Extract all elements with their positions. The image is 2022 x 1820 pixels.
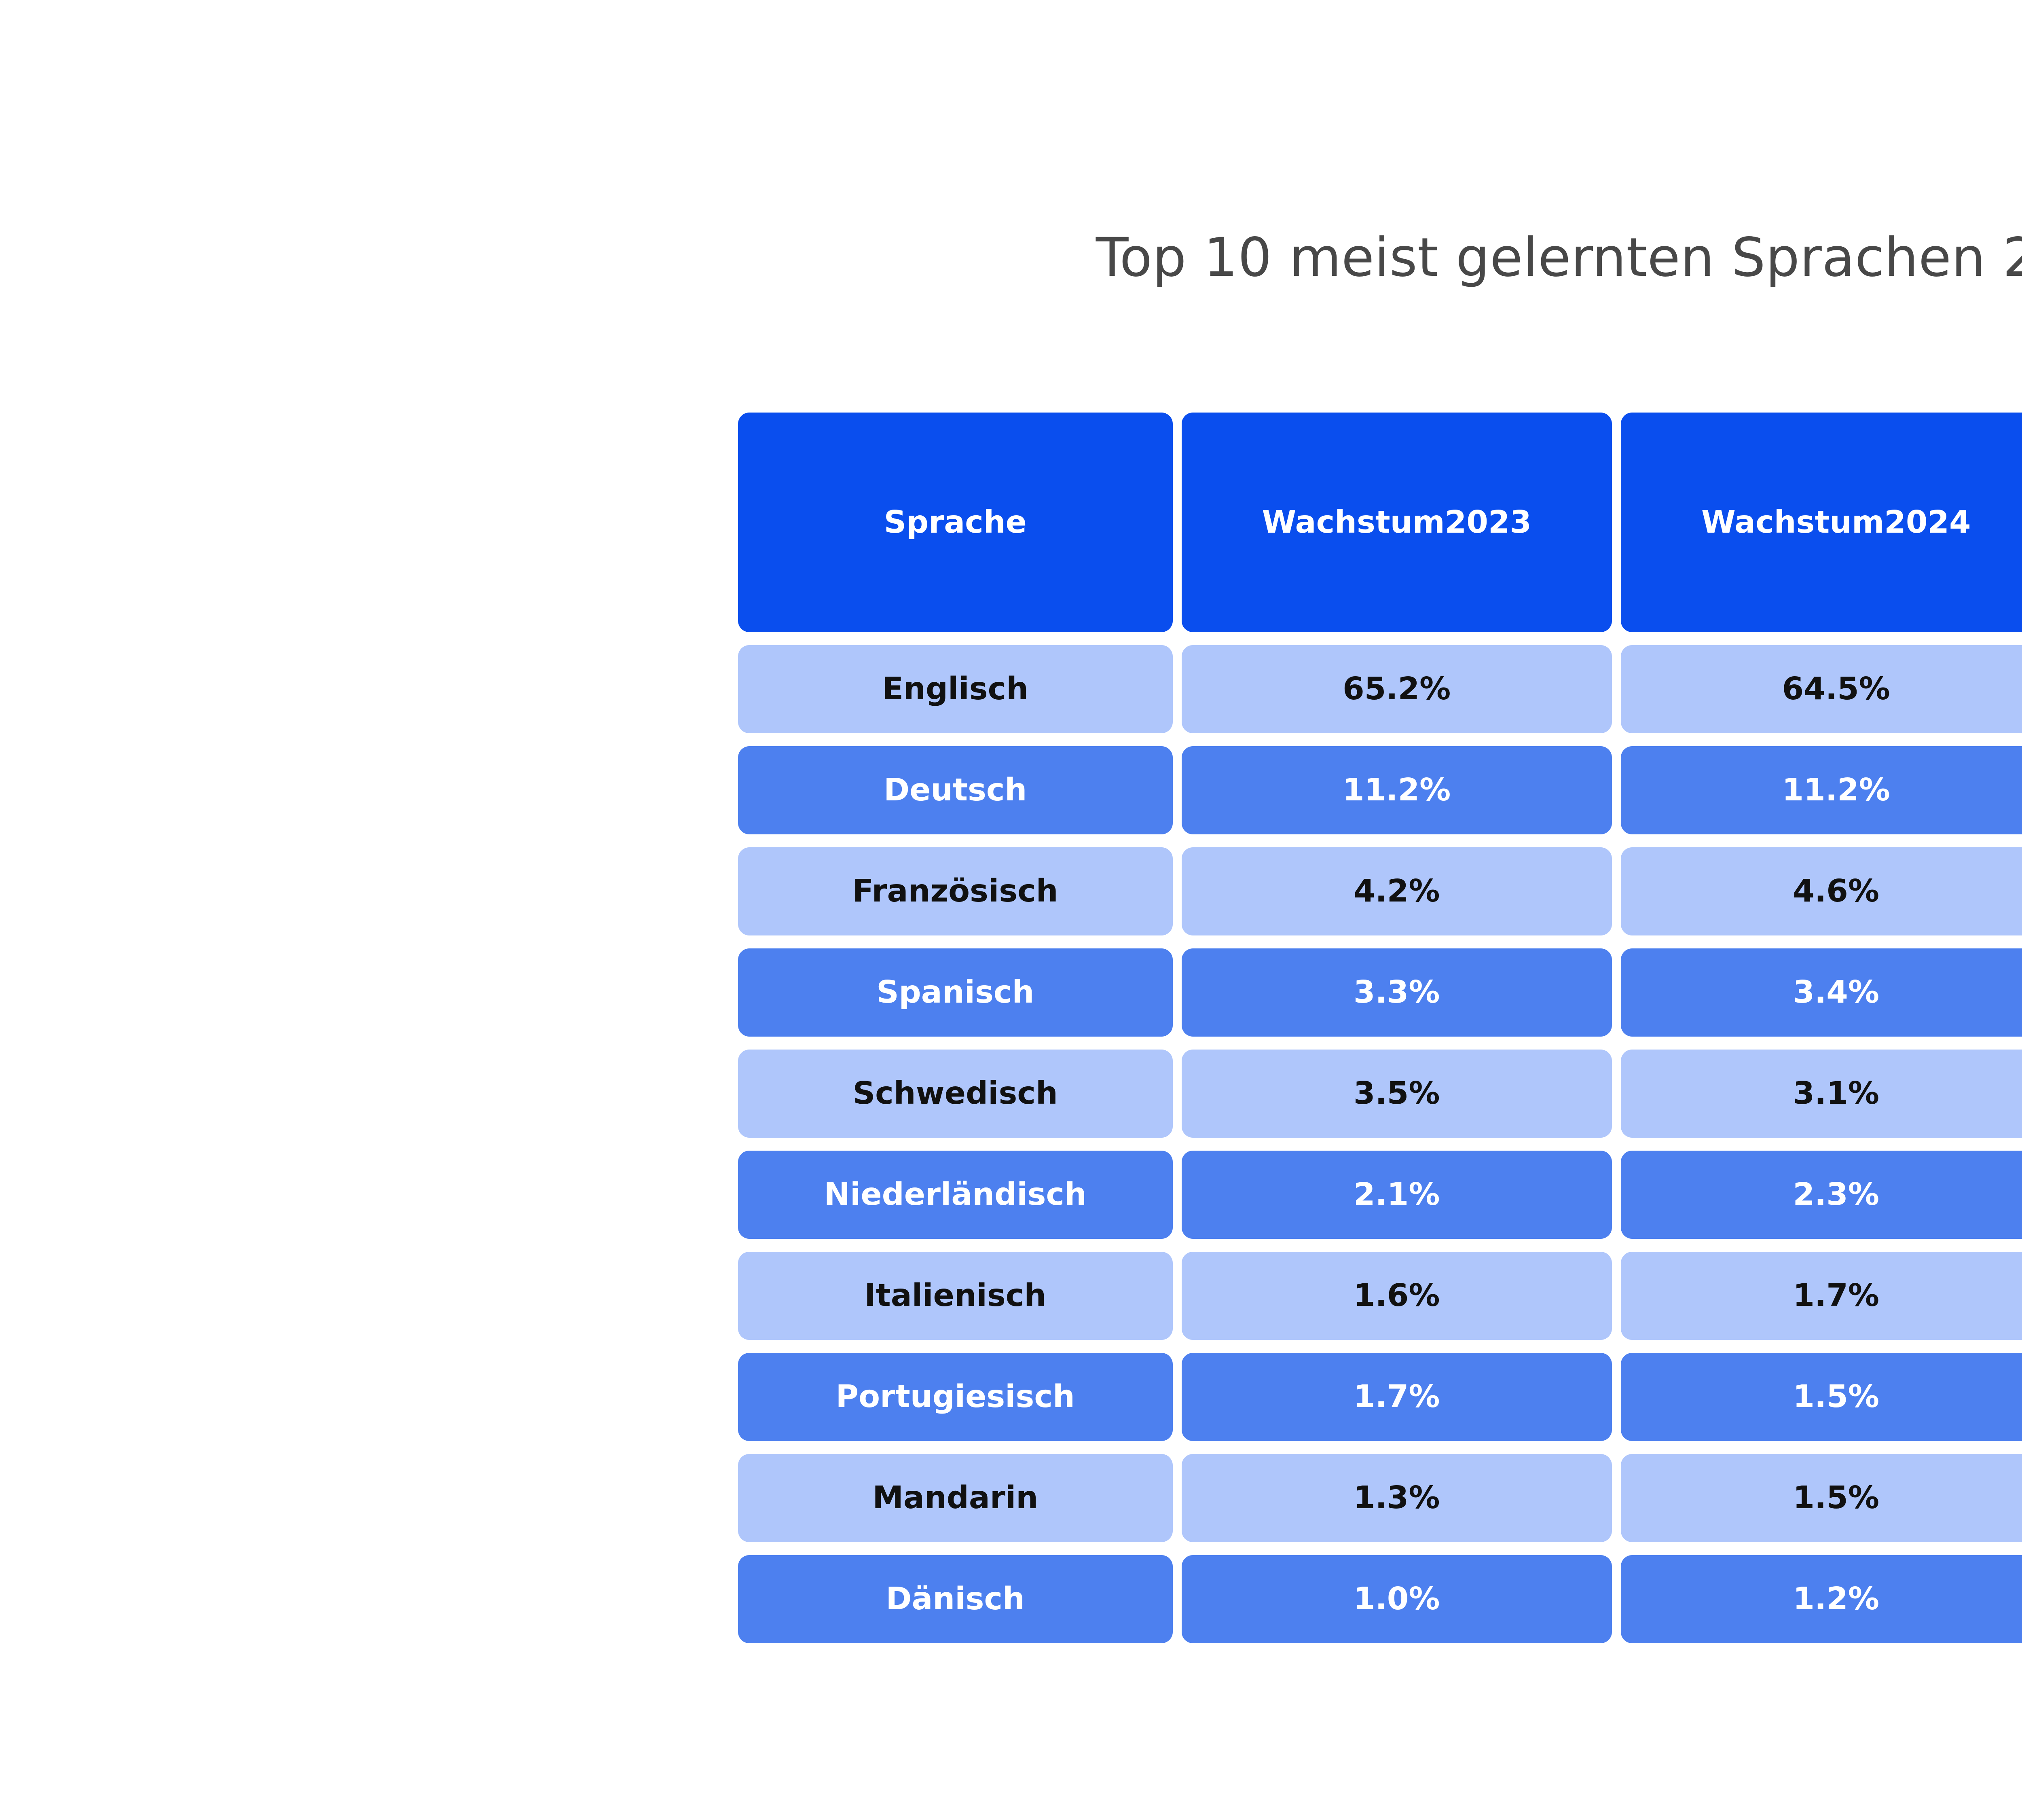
cell-growth-2023: 2.1% xyxy=(1181,1151,1612,1239)
cell-language: Spanisch xyxy=(738,948,1173,1037)
cell-growth-2023: 1.0% xyxy=(1181,1555,1612,1643)
cell-growth-2023: 65.2% xyxy=(1181,645,1612,733)
cell-language: Niederländisch xyxy=(738,1151,1173,1239)
table-header-cell-0: Sprache xyxy=(738,413,1173,632)
cell-growth-2024: 1.5% xyxy=(1621,1454,2022,1542)
cell-growth-2024: 3.4% xyxy=(1621,948,2022,1037)
table-body: Englisch65.2%64.5%-1.1%Deutsch11.2%11.2%… xyxy=(738,645,2022,1643)
cell-growth-2024: 11.2% xyxy=(1621,746,2022,834)
cell-language: Französisch xyxy=(738,847,1173,935)
cell-growth-2023: 1.3% xyxy=(1181,1454,1612,1542)
cell-language: Portugiesisch xyxy=(738,1353,1173,1441)
cell-growth-2023: 1.6% xyxy=(1181,1252,1612,1340)
cell-language: Italienisch xyxy=(738,1252,1173,1340)
cell-growth-2023: 11.2% xyxy=(1181,746,1612,834)
languages-table: SpracheWachstum2023Wachstum2024Prozentan… xyxy=(738,413,2022,1656)
cell-growth-2024: 3.1% xyxy=(1621,1050,2022,1138)
header-label-line1: Sprache xyxy=(884,504,1027,540)
cell-growth-2023: 4.2% xyxy=(1181,847,1612,935)
cell-growth-2024: 1.5% xyxy=(1621,1353,2022,1441)
header-label-line1: Wachstum xyxy=(1262,504,1445,540)
cell-growth-2024: 64.5% xyxy=(1621,645,2022,733)
table-header-row: SpracheWachstum2023Wachstum2024Prozentan… xyxy=(738,413,2022,632)
page-title: Top 10 meist gelernten Sprachen 2024 xyxy=(1096,226,2022,289)
cell-language: Englisch xyxy=(738,645,1173,733)
cell-language: Mandarin xyxy=(738,1454,1173,1542)
header-label-line2: 2023 xyxy=(1445,504,1532,540)
header-label-line2: 2024 xyxy=(1884,504,1971,540)
cell-language: Deutsch xyxy=(738,746,1173,834)
cell-growth-2023: 3.3% xyxy=(1181,948,1612,1037)
cell-growth-2024: 4.6% xyxy=(1621,847,2022,935)
header-label-line1: Wachstum xyxy=(1701,504,1885,540)
cell-growth-2023: 1.7% xyxy=(1181,1353,1612,1441)
cell-language: Schwedisch xyxy=(738,1050,1173,1138)
cell-growth-2023: 3.5% xyxy=(1181,1050,1612,1138)
cell-growth-2024: 1.7% xyxy=(1621,1252,2022,1340)
cell-language: Dänisch xyxy=(738,1555,1173,1643)
cell-growth-2024: 2.3% xyxy=(1621,1151,2022,1239)
table-header-cell-2: Wachstum 2024 xyxy=(1621,413,2022,632)
table-header-cell-1: Wachstum 2023 xyxy=(1181,413,1612,632)
cell-growth-2024: 1.2% xyxy=(1621,1555,2022,1643)
